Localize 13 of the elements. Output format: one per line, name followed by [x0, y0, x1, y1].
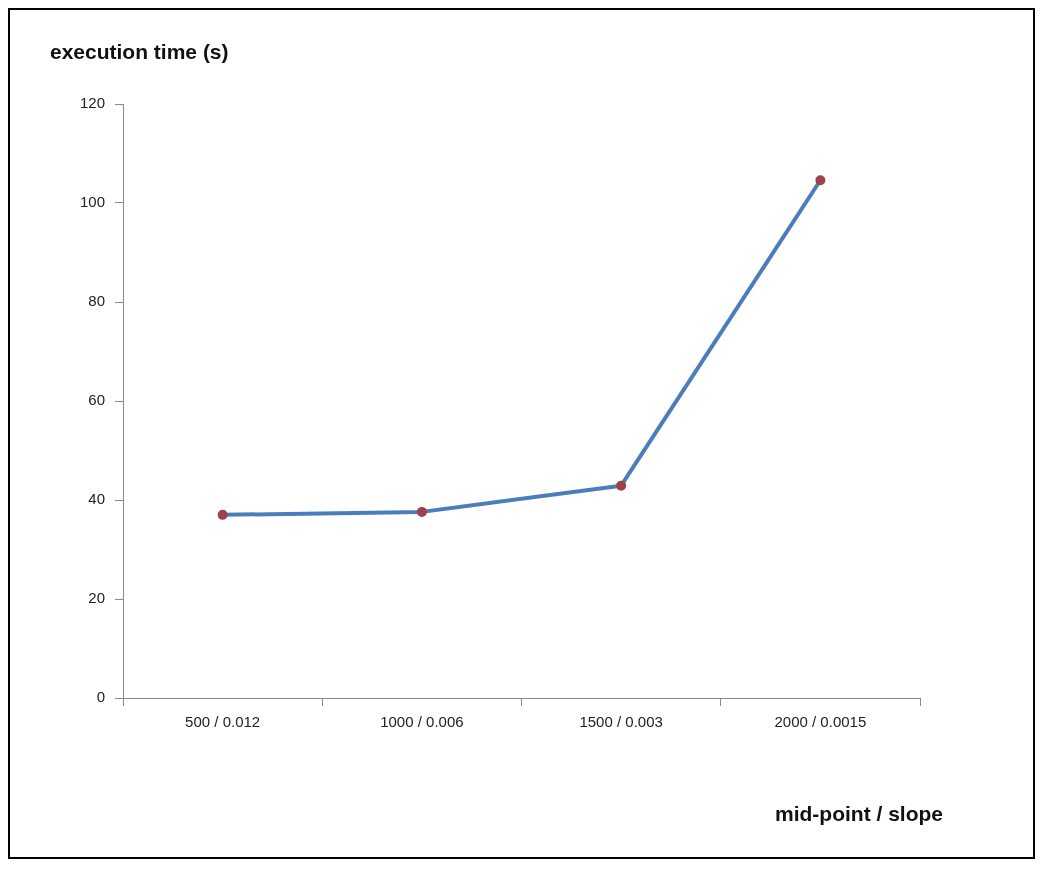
x-tick-label: 1500 / 0.003 [579, 713, 663, 731]
y-tick-label: 60 [88, 391, 106, 409]
x-tick-label: 500 / 0.012 [185, 713, 261, 731]
x-tick-label: 1000 / 0.006 [380, 713, 464, 731]
y-tick-label: 40 [88, 490, 106, 508]
y-axis-title: execution time (s) [50, 40, 229, 64]
y-tick-label: 0 [96, 688, 106, 706]
y-tick-label: 120 [80, 94, 106, 112]
x-axis-title: mid-point / slope [775, 802, 943, 826]
y-tick-label: 80 [88, 292, 106, 310]
y-tick-label: 20 [88, 589, 106, 607]
y-tick-label: 100 [80, 193, 106, 211]
x-tick-label: 2000 / 0.0015 [774, 713, 867, 731]
